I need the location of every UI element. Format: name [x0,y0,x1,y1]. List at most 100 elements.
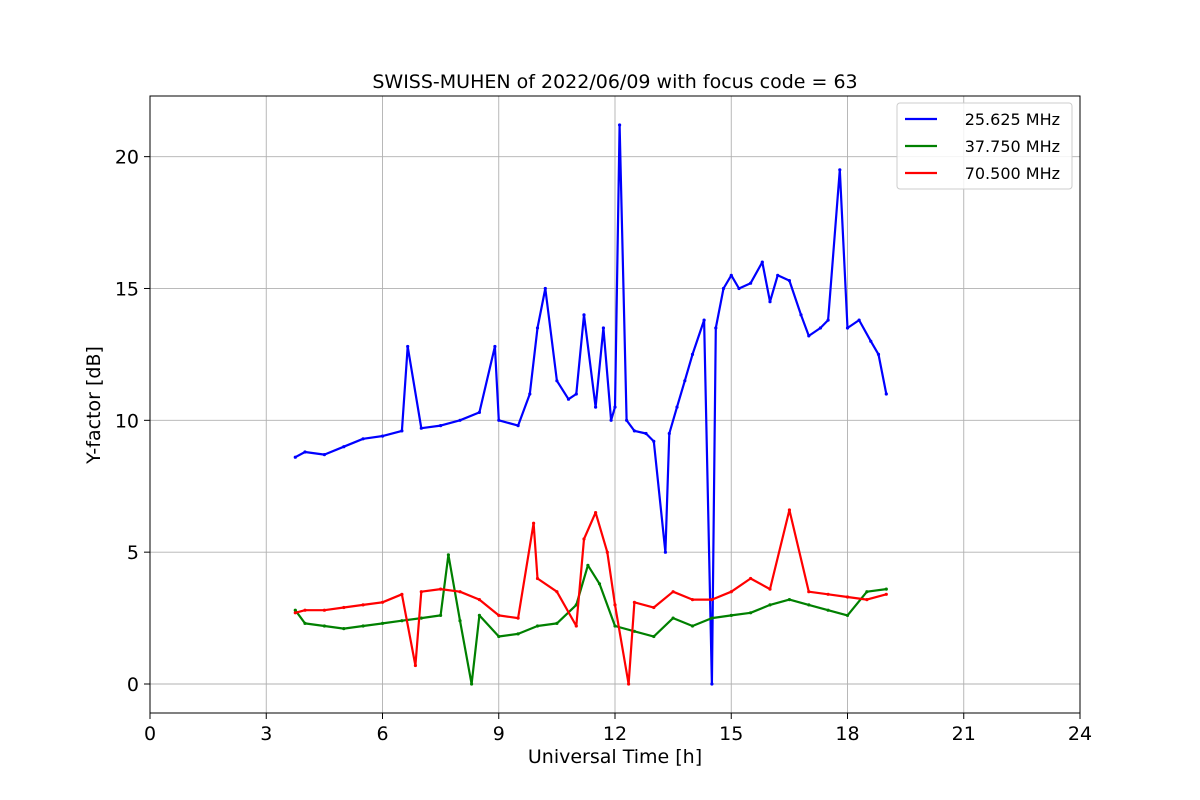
data-point-1 [380,621,385,626]
data-point-2 [535,576,540,581]
data-point-2 [613,603,617,607]
data-point-2 [787,508,792,512]
data-point-2 [477,598,481,602]
data-point-1 [845,613,850,618]
data-point-2 [400,592,404,596]
data-point-0 [380,434,385,438]
data-point-2 [807,590,811,594]
data-point-2 [671,590,675,594]
data-point-1 [768,603,772,607]
data-point-1 [826,608,830,612]
data-point-0 [601,326,606,330]
data-point-0 [675,405,679,409]
data-point-0 [845,326,850,330]
data-point-1 [749,611,753,615]
data-point-0 [652,439,656,443]
data-point-0 [760,260,764,264]
data-point-0 [400,429,404,433]
y-tick-label: 10 [115,410,139,432]
data-point-2 [627,682,631,686]
data-point-0 [342,445,346,449]
data-point-0 [857,318,861,322]
data-point-1 [470,682,474,686]
x-tick-label: 9 [493,723,505,745]
y-axis-ticks: 0 5 10 15 20 [115,147,150,696]
data-point-1 [293,608,297,612]
data-point-0 [807,334,811,338]
data-point-1 [535,624,540,628]
data-point-2 [594,510,598,515]
data-point-0 [493,344,497,349]
data-point-2 [413,663,417,668]
x-tick-label: 0 [144,723,156,745]
data-point-0 [543,286,547,291]
y-axis-label: Y-factor [dB] [83,346,105,465]
data-point-1 [597,582,602,586]
data-point-0 [535,326,540,330]
legend: 25.625 MHz 37.750 MHz 70.500 MHz [896,102,1073,190]
data-point-0 [574,392,578,396]
data-point-2 [516,616,520,620]
data-point-0 [477,410,481,414]
data-point-2 [497,613,501,618]
data-point-2 [582,537,586,541]
data-point-0 [876,352,881,356]
data-point-0 [838,168,842,172]
x-tick-label: 15 [719,723,743,745]
data-point-0 [613,405,617,409]
data-point-1 [710,616,714,620]
data-point-1 [400,619,404,623]
data-point-0 [690,352,695,356]
data-point-0 [768,300,772,304]
data-point-1 [516,632,520,636]
data-point-0 [516,424,520,428]
data-point-2 [555,590,559,594]
data-point-0 [644,431,648,436]
data-point-2 [419,590,423,594]
y-tick-label: 5 [127,542,139,564]
data-point-1 [884,587,888,591]
data-point-0 [632,429,637,433]
data-point-0 [776,273,780,277]
x-axis-ticks: 0 3 6 9 12 15 18 21 24 [144,713,1092,745]
data-point-0 [582,313,586,317]
x-tick-label: 12 [603,723,627,745]
chart-title: SWISS-MUHEN of 2022/06/09 with focus cod… [372,71,857,93]
data-point-2 [729,590,733,594]
data-point-0 [663,550,668,554]
y-tick-label: 20 [115,147,139,169]
data-point-1 [342,627,346,631]
data-point-2 [322,608,326,612]
data-point-0 [406,344,410,349]
data-point-0 [303,450,307,454]
data-point-0 [702,318,706,322]
data-point-1 [419,616,423,620]
data-point-0 [361,437,365,441]
data-point-0 [609,418,613,422]
data-point-0 [749,281,753,285]
data-point-1 [322,624,326,628]
data-point-0 [869,339,873,343]
legend-label: 37.750 MHz [965,137,1060,156]
series-layer [293,123,888,686]
data-point-2 [380,600,385,604]
data-point-0 [714,326,718,330]
data-point-0 [737,286,741,291]
data-point-0 [625,418,629,422]
data-point-1 [497,634,501,639]
data-point-0 [884,392,888,396]
data-point-2 [710,598,714,602]
data-point-0 [566,397,571,401]
data-point-1 [303,621,307,626]
legend-label: 25.625 MHz [965,110,1060,129]
data-point-2 [826,592,830,596]
data-point-0 [322,453,326,457]
data-point-1 [729,613,733,618]
data-point-0 [458,418,462,422]
data-point-0 [667,431,671,436]
data-point-0 [419,426,423,430]
x-tick-label: 21 [952,723,976,745]
data-point-1 [807,603,811,607]
